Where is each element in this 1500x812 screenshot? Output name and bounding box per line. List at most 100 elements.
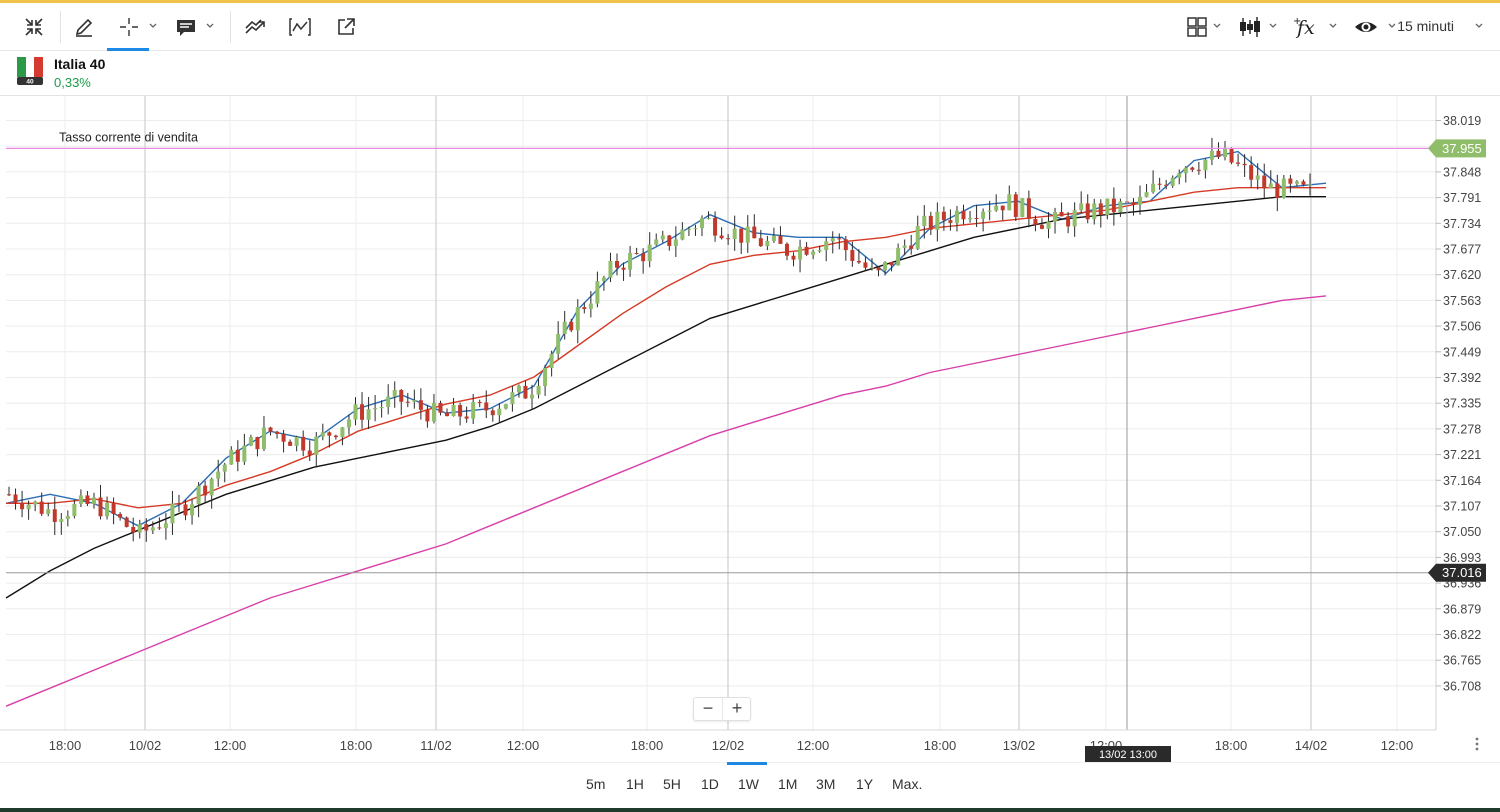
range-button[interactable]: 1H [626,776,644,792]
candle-body [1000,205,1005,211]
candle-body [1236,162,1241,164]
eye-icon[interactable] [1352,3,1380,50]
y-tick-label: 36.879 [1443,602,1481,616]
cursor-price-tag: 37.016 [1442,565,1482,580]
y-axis: 38.01937.90537.84837.79137.73437.67737.6… [1435,96,1481,730]
candle-body [183,504,188,516]
candle-body [1066,216,1071,227]
collapse-icon[interactable] [14,3,54,50]
candle-body [124,517,129,527]
candle-body [1039,224,1044,229]
candle-body [190,504,195,516]
candle-body [163,523,168,529]
y-tick-label: 37.392 [1443,371,1481,385]
candle-body [641,253,646,262]
candle-body [497,408,502,416]
x-tick-label: 10/02 [129,738,162,753]
moving-average-line [5,295,1327,707]
top-accent-line [0,0,1500,3]
candle-body [105,502,110,517]
y-tick-label: 37.278 [1443,422,1481,436]
candle-body [549,353,554,368]
chart-area[interactable]: Tasso corrente di vendita 38.01937.90537… [0,96,1500,767]
range-button[interactable]: 1M [778,776,798,792]
chart-toolbar: fx + 15 minuti [0,3,1500,51]
range-button[interactable]: 1Y [856,776,874,792]
candle-body [824,241,829,251]
share-icon[interactable] [328,3,364,50]
candle-body [235,449,240,462]
chevron-down-icon[interactable] [205,20,215,30]
candle-body [294,436,299,446]
chevron-down-icon[interactable] [1212,20,1222,30]
candle-body [451,405,456,417]
range-button[interactable]: Max. [892,776,923,792]
y-tick-label: 36.765 [1443,654,1481,668]
range-button[interactable]: 5m [586,776,606,792]
comment-icon[interactable] [168,3,204,50]
crosshair-icon[interactable] [110,3,148,50]
candles-icon[interactable] [1236,3,1264,50]
trend-icon[interactable] [238,3,274,50]
chevron-down-icon[interactable] [1328,20,1338,30]
x-tick-label: 12/02 [712,738,745,753]
indicator-icon[interactable] [282,3,318,50]
y-tick-label: 37.050 [1443,525,1481,539]
candle-body [1294,181,1299,184]
timeframe-selector[interactable]: 15 minuti [1397,18,1454,34]
x-tick-label: 12:00 [214,738,247,753]
layout-icon[interactable] [1184,3,1210,50]
candle-body [536,385,541,395]
candle-body [615,260,620,268]
more-options-icon[interactable] [1473,736,1481,752]
candle-body [1020,198,1025,217]
cursor-time-tag: 13/02 13:00 [1099,749,1157,761]
chevron-down-icon[interactable] [1474,20,1484,30]
candle-body [78,495,83,504]
instrument-name: Italia 40 [54,56,106,72]
candle-body [503,404,508,409]
candle-body [928,215,933,230]
zoom-control: − + [693,697,751,721]
candle-body [719,235,724,239]
candle-body [229,449,234,465]
candle-body [1177,173,1182,178]
candle-body [876,267,881,271]
chevron-down-icon[interactable] [1268,20,1278,30]
candle-body [804,246,809,255]
fx-icon[interactable]: fx + [1292,3,1320,50]
current-price-tag-bg [1428,139,1486,158]
candle-body [91,497,96,504]
candle-body [1229,148,1234,163]
price-tags: 37.955 37.016 13/02 13:00 [1085,139,1486,762]
toolbar-separator [60,11,61,43]
candle-body [935,211,940,230]
candle-body [817,250,822,252]
pencil-icon[interactable] [66,3,102,50]
price-chart[interactable]: Tasso corrente di vendita 38.01937.90537… [0,96,1500,762]
range-button-active[interactable]: 1W [738,776,759,792]
range-button[interactable]: 5H [663,776,681,792]
range-button[interactable]: 1D [701,776,719,792]
candle-body [33,501,38,505]
candle-body [621,267,626,270]
candle-body [1242,163,1247,166]
current-price-tag: 37.955 [1442,141,1482,156]
candle-body [1151,183,1156,193]
candle-body [516,385,521,393]
candle-body [261,427,266,450]
candle-body [1190,167,1195,170]
candle-body [85,495,90,504]
zoom-in-button[interactable]: + [722,698,751,720]
y-tick-label: 37.791 [1443,191,1481,205]
zoom-out-button[interactable]: − [702,698,714,718]
chevron-down-icon[interactable] [148,20,158,30]
range-button[interactable]: 3M [816,776,836,792]
candle-body [320,432,325,437]
candle-body [765,240,770,247]
candle-body [307,450,312,455]
candle-body [745,226,750,243]
chevron-down-icon[interactable] [1387,20,1397,30]
moving-average-line [5,196,1326,599]
candle-body [889,262,894,266]
